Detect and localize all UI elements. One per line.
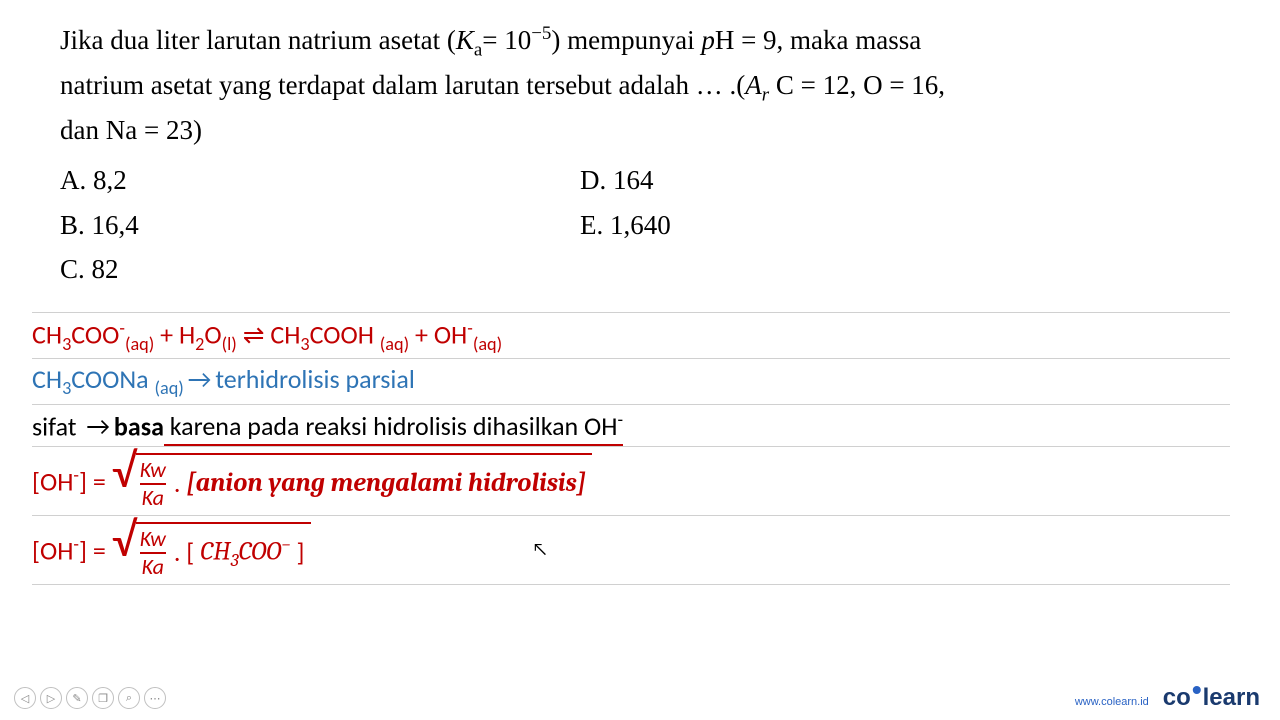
option-e: E. 1,640 xyxy=(580,203,671,248)
sqrt-icon: √ xyxy=(112,449,136,492)
bottom-bar: ◁ ▷ ✎ ❐ ⌕ ⋯ www.colearn.id co•learn xyxy=(0,684,1280,712)
oh-formula-generic: [OH-] = √ Kw Ka . [anion yang mengalami … xyxy=(32,446,1230,515)
oh-formula-specific: [OH-] = √ Kw Ka . [ CH3COO− ] ↖ xyxy=(32,515,1230,585)
work-area: CH3COO-(aq) + H2O(l) ⇌ CH3COOH (aq) + OH… xyxy=(0,312,1280,586)
q-text-4: dan Na = 23) xyxy=(60,115,202,145)
player-controls: ◁ ▷ ✎ ❐ ⌕ ⋯ xyxy=(14,687,166,709)
cursor-icon: ↖ xyxy=(532,538,548,560)
brand-block: www.colearn.id co•learn xyxy=(1075,684,1260,712)
ph-rest: H = 9, maka massa xyxy=(715,25,921,55)
ka-sub: a xyxy=(474,39,482,60)
layers-button[interactable]: ❐ xyxy=(92,687,114,709)
q-text-1: Jika dua liter larutan natrium asetat ( xyxy=(60,25,456,55)
prev-button[interactable]: ◁ xyxy=(14,687,36,709)
ar-sym: A xyxy=(745,70,762,100)
ph-sym: p xyxy=(701,25,715,55)
ar-sub: r xyxy=(762,84,769,105)
zoom-button[interactable]: ⌕ xyxy=(118,687,140,709)
options-grid: A. 8,2 B. 16,4 C. 82 D. 164 E. 1,640 xyxy=(60,158,1230,292)
salt-hydrolysis: CH3COONa (aq) → terhidrolisis parsial xyxy=(32,358,1230,403)
option-c: C. 82 xyxy=(60,247,580,292)
brand-logo: co•learn xyxy=(1163,684,1260,712)
sqrt-icon: √ xyxy=(112,518,136,561)
q-text-3: natrium asetat yang terdapat dalam larut… xyxy=(60,70,745,100)
next-button[interactable]: ▷ xyxy=(40,687,62,709)
brand-url: www.colearn.id xyxy=(1075,696,1149,708)
ar-rest: C = 12, O = 16, xyxy=(769,70,945,100)
option-a: A. 8,2 xyxy=(60,158,580,203)
option-d: D. 164 xyxy=(580,158,671,203)
basa-note: sifat → basa karena pada reaksi hidrolis… xyxy=(32,404,1230,447)
ka-exp: −5 xyxy=(531,23,551,44)
question-text: Jika dua liter larutan natrium asetat (K… xyxy=(60,20,1230,150)
edit-button[interactable]: ✎ xyxy=(66,687,88,709)
ka-symbol: K xyxy=(456,25,474,55)
ka-val: = 10 xyxy=(482,25,531,55)
reaction-equation: CH3COO-(aq) + H2O(l) ⇌ CH3COOH (aq) + OH… xyxy=(32,312,1230,359)
more-button[interactable]: ⋯ xyxy=(144,687,166,709)
option-b: B. 16,4 xyxy=(60,203,580,248)
q-text-2: ) mempunyai xyxy=(551,25,701,55)
